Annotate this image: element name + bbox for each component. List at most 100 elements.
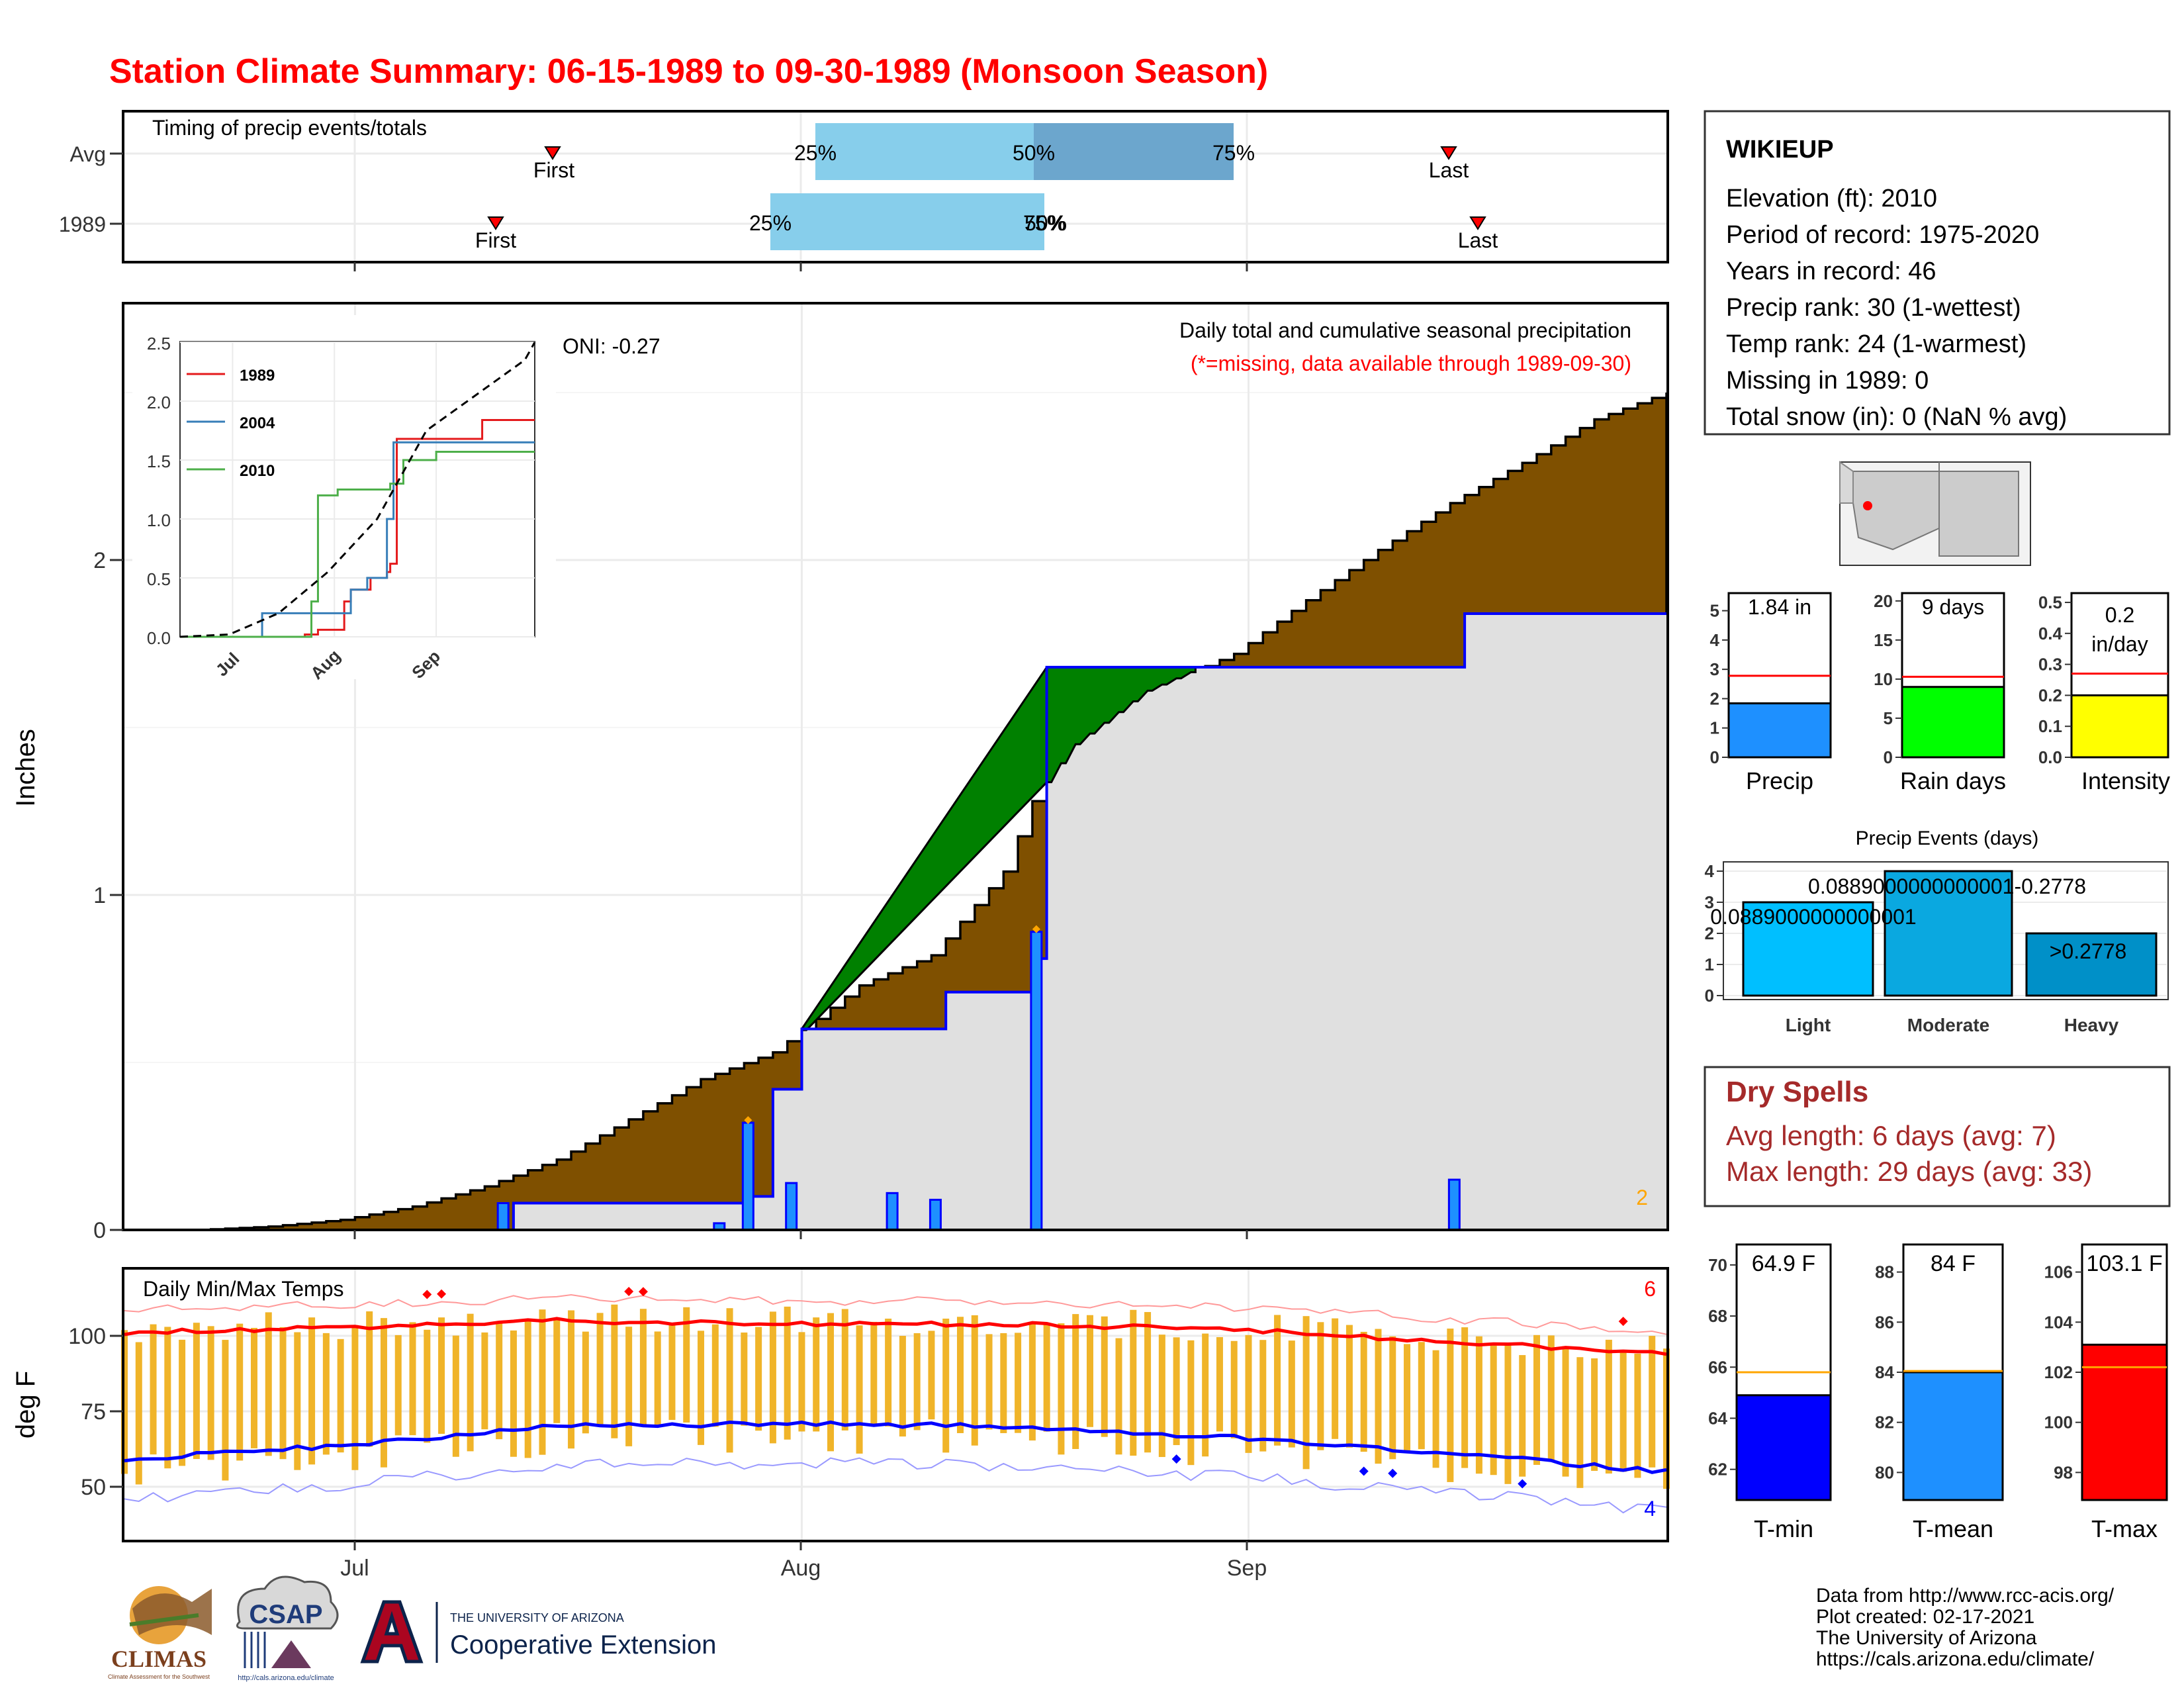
- xtick-jul: Jul: [340, 1556, 369, 1581]
- precip-events-bar-light: [1742, 901, 1874, 997]
- inset-ytick-2-5: 2.5: [147, 334, 171, 353]
- daily-temp-bar: [741, 1333, 748, 1426]
- record-high-marker: [638, 1287, 648, 1297]
- intensity-value: 0.2 in/day: [2091, 603, 2148, 656]
- tmean-bar: [1902, 1371, 2004, 1501]
- daily-temp-bar: [539, 1309, 546, 1455]
- tmin-category: T-min: [1754, 1515, 1813, 1542]
- daily-temp-bar: [380, 1318, 387, 1468]
- observed-cumulative-line: [124, 612, 1668, 1231]
- avg-min-line: [124, 1420, 1667, 1474]
- axis-tick: 2: [1705, 923, 1714, 943]
- csap-logo: CSAP http://cals.arizona.edu/climate: [236, 1575, 339, 1682]
- daily-temp-bar: [1490, 1345, 1497, 1476]
- daily-temp-bar: [1533, 1335, 1541, 1465]
- avg-last-label: Last: [1429, 158, 1469, 182]
- avg-first-marker: [544, 146, 561, 160]
- daily-temp-bar: [1015, 1333, 1022, 1433]
- daily-precip-bar: [785, 1182, 798, 1231]
- daily-temp-bar: [1000, 1333, 1007, 1433]
- axis-tick: 2: [1710, 688, 1719, 708]
- daily-temp-bar: [1432, 1350, 1439, 1468]
- precip-events-bar-heavy: [2025, 932, 2158, 997]
- y1989-pct75-label: 75%: [1023, 211, 1066, 235]
- station-line-temp-rank: Temp rank: 24 (1-warmest): [1726, 330, 2026, 358]
- daily-temp-bar: [1086, 1315, 1093, 1427]
- seasonal-totals-charts: 1.84 in Precip 0 1 2 3 4 5 9 days Rain days 0…: [1710, 591, 2171, 794]
- station-name: WIKIEUP: [1726, 136, 1834, 164]
- climas-logo: CLIMAS Climate Assessment for the Southw…: [108, 1586, 212, 1680]
- daily-temp-bar: [827, 1313, 835, 1452]
- record-high-marker: [624, 1286, 634, 1296]
- tmax-value: 103.1 F: [2086, 1251, 2162, 1276]
- temp-ytick-75: 75: [81, 1399, 106, 1425]
- daily-temp-bar: [1158, 1335, 1165, 1458]
- axis-tick: 0.2: [2038, 685, 2062, 705]
- max-precip-marker: [1032, 925, 1040, 933]
- y1989-last-marker: [1469, 216, 1486, 230]
- inset-ytick-2-0: 2.0: [147, 393, 171, 412]
- precip-events-title: Precip Events (days): [1856, 827, 2039, 849]
- daily-temp-bar: [942, 1319, 950, 1453]
- daily-temp-bar: [510, 1330, 517, 1457]
- daily-temp-bar: [222, 1340, 229, 1481]
- station-line-years: Years in record: 46: [1726, 258, 1936, 285]
- avg-pct75-label: 75%: [1212, 141, 1255, 165]
- daily-temp-bar: [322, 1333, 330, 1455]
- axis-tick: 86: [1875, 1312, 1894, 1332]
- temp-summary-charts: 64.9 F T-min 62 64 66 68 70 84 F T-mean 80 82…: [1708, 1243, 2168, 1542]
- ua-line2: Cooperative Extension: [450, 1630, 716, 1660]
- inset-legend-1989: 1989: [240, 367, 275, 385]
- axis-tick: 0.1: [2038, 716, 2062, 736]
- csap-cloud-icon: [236, 1575, 339, 1630]
- daily-temp-bar: [265, 1312, 272, 1456]
- label-moderate: 0.0889000000000001-0.2778: [1808, 874, 2086, 898]
- tmax-category: T-max: [2091, 1515, 2158, 1542]
- tmax-bar: [2081, 1343, 2168, 1501]
- precip-ylabel: Inches: [11, 729, 40, 807]
- precip-ytick-1: 1: [93, 883, 106, 908]
- daily-temp-bar: [1187, 1340, 1195, 1466]
- daily-temp-bar: [856, 1325, 863, 1454]
- axis-tick: 4: [1705, 861, 1715, 881]
- daily-temp-bar: [654, 1331, 661, 1425]
- avg-pct25-label: 25%: [794, 141, 837, 165]
- intensity-category: Intensity: [2081, 767, 2170, 794]
- precip-bar: [1727, 702, 1832, 759]
- daily-temp-bar: [683, 1307, 690, 1423]
- daily-temp-bar: [1101, 1316, 1108, 1437]
- inset-ytick-0-0: 0.0: [147, 628, 171, 648]
- daily-temp-bar: [726, 1308, 733, 1453]
- inset-ytick-1-5: 1.5: [147, 451, 171, 471]
- daily-temp-bar: [1288, 1340, 1295, 1448]
- daily-temp-bar: [1259, 1340, 1267, 1452]
- footer-line1: Data from http://www.rcc-acis.org/: [1816, 1585, 2115, 1607]
- precip-events-category: Moderate: [1907, 1015, 1989, 1035]
- station-line-elevation: Elevation (ft): 2010: [1726, 185, 1937, 212]
- daily-precip-bar: [1447, 1178, 1461, 1231]
- axis-tick: 0: [1710, 747, 1719, 767]
- axis-tick: 104: [2044, 1312, 2073, 1332]
- axis-tick: 82: [1875, 1413, 1894, 1432]
- daily-temp-bar: [1404, 1344, 1411, 1450]
- dry-spells-max: Max length: 29 days (avg: 33): [1726, 1156, 2092, 1187]
- xtick-aug: Aug: [781, 1556, 821, 1581]
- daily-precip-bar: [886, 1192, 899, 1231]
- daily-temp-bar: [135, 1342, 142, 1485]
- daily-temp-bar: [1173, 1337, 1180, 1446]
- max-precip-marker: [744, 1116, 752, 1125]
- axis-tick: 106: [2044, 1262, 2073, 1282]
- daily-temp-bar: [1245, 1335, 1252, 1453]
- precip-events-category: Light: [1786, 1015, 1831, 1035]
- daily-temp-bar: [1389, 1336, 1396, 1460]
- daily-temp-bar: [409, 1322, 416, 1436]
- axis-tick: 20: [1874, 591, 1893, 611]
- record-high-marker: [437, 1289, 447, 1299]
- daily-temp-bar: [813, 1317, 820, 1432]
- avg-max-line: [124, 1317, 1667, 1356]
- temp-ylabel: deg F: [11, 1371, 40, 1438]
- daily-temp-bar: [481, 1332, 488, 1430]
- daily-temp-bar: [1130, 1309, 1137, 1456]
- precip-panel-frame: [122, 302, 1669, 1231]
- axis-tick: 5: [1710, 601, 1719, 621]
